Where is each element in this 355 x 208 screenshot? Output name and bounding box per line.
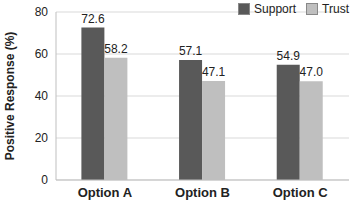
svg-text:54.9: 54.9 xyxy=(277,49,301,63)
svg-text:Option B: Option B xyxy=(175,185,230,200)
html-text:Support: Support xyxy=(254,2,297,16)
svg-text:80: 80 xyxy=(35,5,49,19)
svg-text:0: 0 xyxy=(41,173,48,187)
svg-text:Option A: Option A xyxy=(78,185,133,200)
svg-text:57.1: 57.1 xyxy=(179,44,203,58)
svg-text:40: 40 xyxy=(35,89,49,103)
svg-text:Positive Response (%): Positive Response (%) xyxy=(8,32,17,161)
svg-text:47.0: 47.0 xyxy=(300,65,324,79)
svg-text:58.2: 58.2 xyxy=(104,42,128,56)
html-text:Trust: Trust xyxy=(322,2,349,16)
svg-text:Option C: Option C xyxy=(273,185,328,200)
svg-text:72.6: 72.6 xyxy=(81,12,105,26)
svg-text:47.1: 47.1 xyxy=(202,65,226,79)
svg-text:60: 60 xyxy=(35,47,49,61)
svg-text:20: 20 xyxy=(35,131,49,145)
